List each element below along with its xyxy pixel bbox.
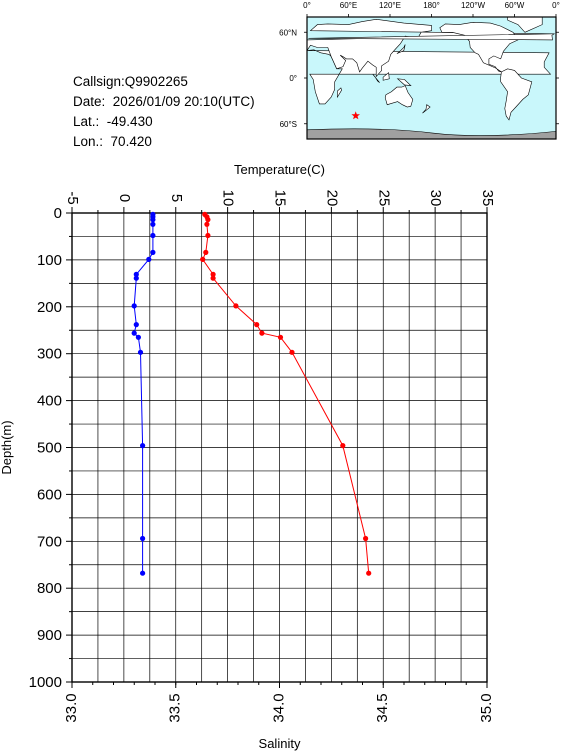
callsign-line: Callsign:Q9902265 — [73, 74, 188, 89]
temperature-point — [363, 535, 369, 542]
salinity-point — [150, 232, 156, 239]
depth-tick-label: 100 — [37, 252, 62, 269]
temperature-tick-label: 10 — [220, 190, 237, 207]
temperature-point — [205, 217, 211, 223]
map-lon-label: 0° — [552, 1, 560, 10]
depth-tick-label: 700 — [37, 533, 62, 550]
map-lon-label: 180° — [423, 1, 440, 10]
date-line: Date: 2026/01/09 20:10(UTC) — [73, 94, 255, 109]
depth-tick-label: 400 — [37, 393, 62, 410]
temperature-point — [233, 303, 239, 309]
location-map: 0° 60°E 120°E 180° 120°W 60°W 0° 60°N 0° 60°S — [279, 1, 560, 140]
depth-tick-label: 800 — [37, 580, 62, 597]
depth-axis-label: Depth(m) — [0, 420, 14, 474]
map-landmass-12 — [308, 33, 555, 41]
salinity-point — [140, 570, 146, 576]
temperature-point — [366, 570, 372, 576]
depth-tick-label: 600 — [37, 486, 62, 503]
map-landmass-7 — [396, 44, 406, 54]
salinity-tick-label: 34.5 — [374, 693, 391, 722]
depth-tick-label: 900 — [37, 627, 62, 644]
lat-value: -49.430 — [106, 114, 153, 129]
map-landmass-4 — [500, 68, 533, 121]
temperature-point — [277, 334, 284, 340]
temperature-point — [210, 275, 216, 281]
temperature-point — [289, 349, 295, 355]
temperature-point — [200, 256, 206, 262]
salinity-point — [146, 256, 152, 262]
temperature-point — [259, 330, 265, 336]
salinity-point — [150, 249, 156, 255]
temperature-tick-label: 0 — [116, 194, 133, 202]
map-landmass-0 — [306, 49, 552, 105]
temperature-point — [254, 322, 260, 328]
salinity-tick-label: 33.0 — [63, 693, 80, 722]
salinity-point — [133, 322, 139, 328]
depth-tick-label: 0 — [54, 205, 62, 222]
map-landmass-6 — [337, 87, 342, 99]
depth-tick-label: 1000 — [29, 674, 62, 691]
temperature-tick-label: 15 — [272, 190, 289, 207]
temperature-point — [205, 232, 211, 239]
map-lon-label: 60°W — [505, 1, 525, 10]
temperature-point — [204, 221, 210, 227]
map-lon-label: 60°E — [340, 1, 357, 10]
map-landmass-10 — [396, 78, 412, 86]
temperature-tick-label: 25 — [375, 190, 392, 207]
map-landmass-9 — [382, 72, 390, 81]
location-star-icon — [351, 111, 360, 120]
map-antarctica — [306, 128, 557, 140]
salinity-tick-label: 34.0 — [270, 693, 287, 722]
temperature-tick-label: 20 — [323, 190, 340, 207]
salinity-point — [140, 535, 146, 542]
temperature-tick-label: 5 — [168, 194, 185, 202]
salinity-axis-label: Salinity — [259, 736, 301, 751]
temperature-point — [340, 443, 346, 449]
map-lon-label: 120°W — [461, 1, 486, 10]
salinity-tick-label: 35.0 — [478, 693, 495, 722]
depth-tick-label: 500 — [37, 440, 62, 457]
lon-value: 70.420 — [110, 134, 152, 149]
date-value: 2026/01/09 20:10(UTC) — [112, 94, 255, 109]
depth-tick-label: 200 — [37, 299, 62, 316]
salinity-tick-label: 33.5 — [167, 693, 184, 722]
lat-line: Lat.: -49.430 — [73, 114, 153, 129]
salinity-point — [150, 217, 156, 223]
salinity-point — [140, 443, 146, 449]
temperature-tick-label: 35 — [479, 190, 496, 207]
map-lat-label: 60°N — [279, 28, 297, 37]
map-landmass-8 — [372, 73, 380, 83]
map-landmass-2 — [384, 85, 414, 108]
depth-tick-label: 300 — [37, 346, 62, 363]
temperature-tick-label: 30 — [427, 190, 444, 207]
salinity-point — [133, 271, 139, 277]
map-landmass-11 — [422, 104, 431, 114]
salinity-point — [133, 275, 139, 281]
map-lat-label: 0° — [289, 74, 297, 83]
float-info: Callsign:Q9902265 Date: 2026/01/09 20:10… — [73, 72, 255, 152]
temperature-point — [203, 249, 209, 255]
temperature-axis-label: Temperature(C) — [234, 162, 325, 177]
salinity-point — [131, 330, 137, 336]
map-lat-label: 60°S — [280, 120, 297, 129]
map-lon-label: 0° — [303, 1, 311, 10]
callsign-value: Q9902265 — [124, 74, 188, 89]
temperature-point — [210, 271, 216, 277]
lon-line: Lon.: 70.420 — [73, 134, 152, 149]
salinity-point — [150, 221, 156, 227]
salinity-point — [135, 334, 141, 340]
salinity-point — [131, 303, 137, 309]
map-lon-label: 120°E — [379, 1, 401, 10]
salinity-point — [137, 349, 144, 355]
temperature-tick-label: -5 — [64, 191, 81, 204]
